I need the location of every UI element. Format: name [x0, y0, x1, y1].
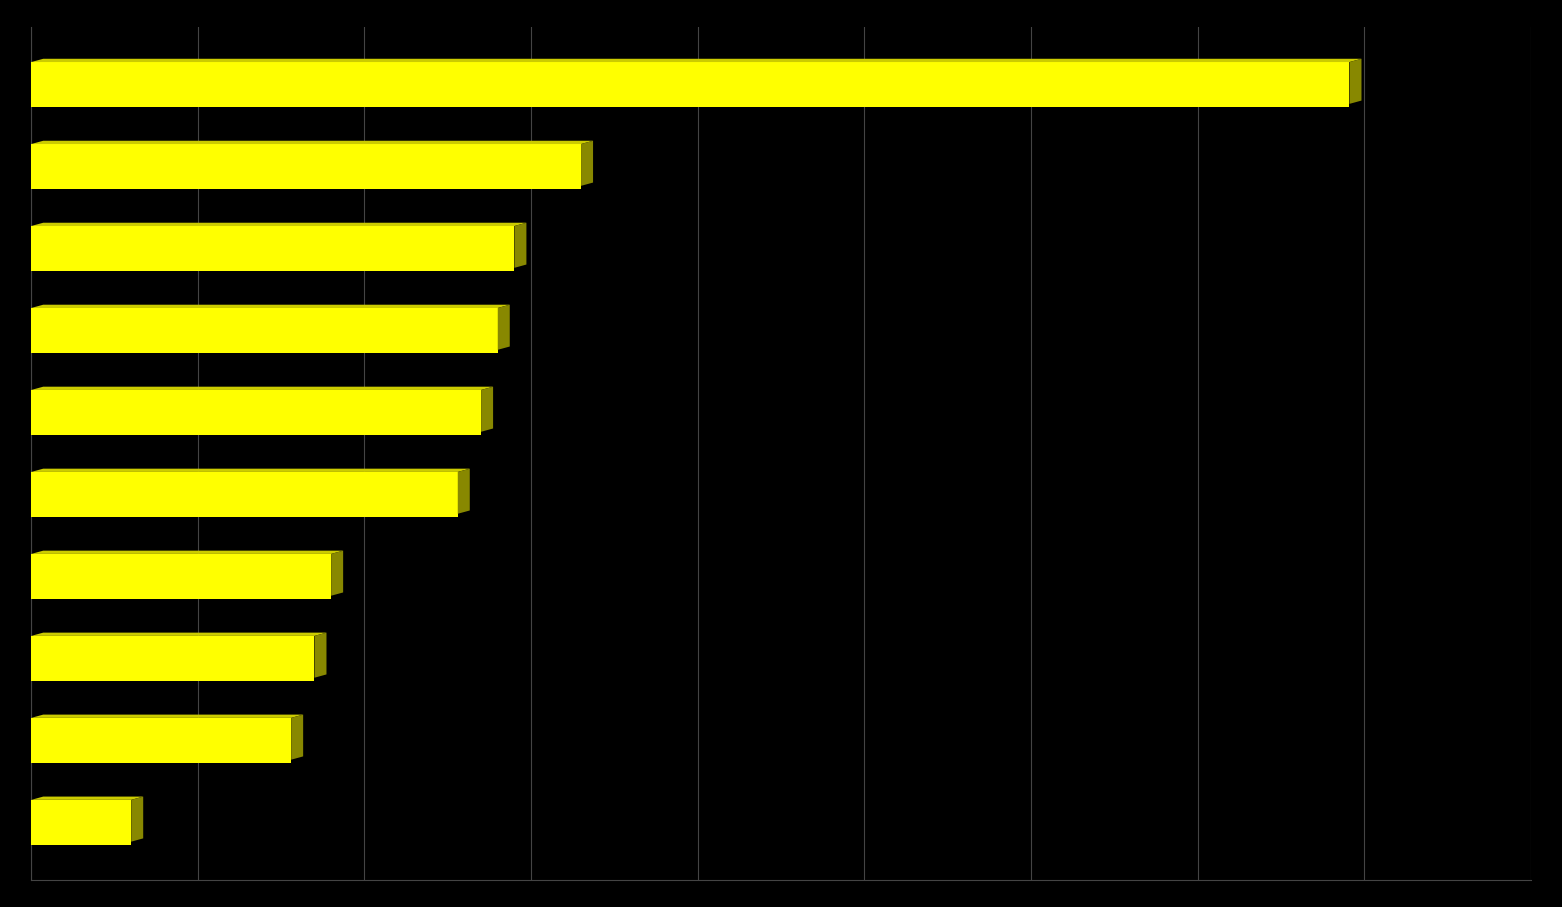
Bar — [31, 800, 131, 845]
Polygon shape — [31, 796, 144, 800]
Bar — [31, 390, 481, 435]
Polygon shape — [31, 141, 594, 144]
Polygon shape — [291, 715, 303, 760]
Bar — [31, 636, 314, 681]
Bar — [31, 308, 498, 353]
Polygon shape — [31, 386, 494, 390]
Bar — [31, 554, 331, 599]
Bar — [31, 226, 514, 271]
Polygon shape — [514, 223, 526, 268]
Bar — [31, 144, 581, 190]
Polygon shape — [131, 796, 144, 842]
Polygon shape — [31, 469, 470, 472]
Polygon shape — [31, 59, 1362, 62]
Polygon shape — [1350, 59, 1362, 104]
Polygon shape — [481, 386, 494, 432]
Polygon shape — [31, 223, 526, 226]
Bar — [31, 472, 458, 517]
Polygon shape — [31, 715, 303, 717]
Polygon shape — [498, 305, 509, 350]
Polygon shape — [331, 551, 344, 596]
Bar — [31, 62, 1350, 107]
Polygon shape — [581, 141, 594, 186]
Polygon shape — [314, 632, 326, 678]
Polygon shape — [31, 551, 344, 554]
Polygon shape — [458, 469, 470, 513]
Bar — [31, 717, 291, 763]
Polygon shape — [31, 632, 326, 636]
Polygon shape — [31, 305, 509, 308]
